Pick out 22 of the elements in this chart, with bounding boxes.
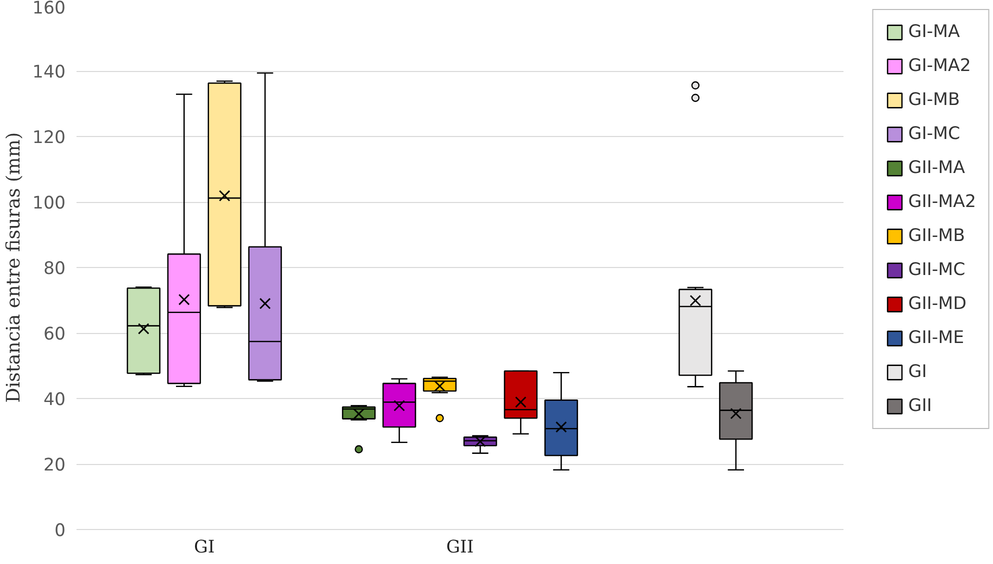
legend-label: GI-MC [908, 124, 960, 144]
y-tick-label: 120 [32, 128, 66, 148]
legend-label: GI-MB [908, 90, 960, 110]
legend-label: GII [908, 396, 932, 416]
legend-label: GII-ME [908, 328, 964, 348]
y-tick-label: 140 [32, 62, 66, 82]
y-tick-label: 0 [54, 521, 66, 541]
y-tick-label: 60 [43, 324, 66, 344]
legend-label: GII-MD [908, 294, 966, 314]
legend-label: GI-MA2 [908, 56, 971, 76]
legend-label: GII-MA [908, 158, 965, 178]
y-tick-label: 40 [43, 390, 66, 410]
legend-label: GII-MC [908, 260, 966, 280]
legend-label: GII-MA2 [908, 192, 976, 212]
legend-label: GI-MA [908, 22, 960, 42]
y-tick-label: 80 [43, 259, 66, 279]
legend-label: GII-MB [908, 226, 966, 246]
y-tick-label: 160 [32, 0, 66, 18]
legend-label: GI [908, 362, 928, 382]
y-axis-title: Distancia entre fisuras (mm) [3, 132, 24, 403]
y-tick-label: 20 [43, 456, 66, 476]
y-tick-label: 100 [32, 194, 66, 214]
